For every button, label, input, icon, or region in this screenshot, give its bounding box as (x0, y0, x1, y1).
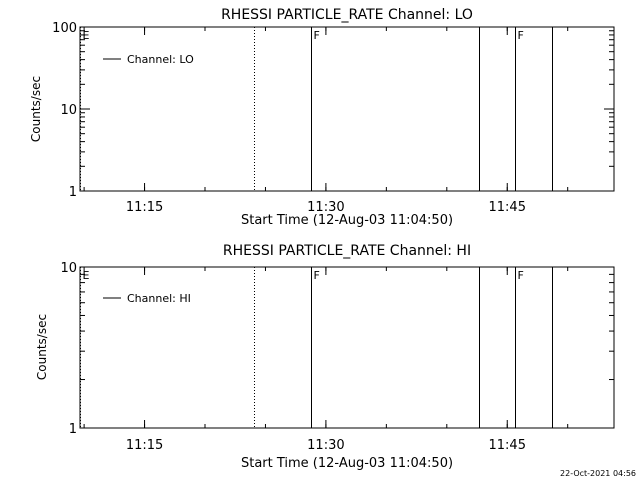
marker-lines-lo: EFFE (80, 27, 553, 191)
chart-title-hi: RHESSI PARTICLE_RATE Channel: HI (223, 243, 471, 259)
marker-lines-hi: EFFE (80, 267, 553, 428)
legend-label-hi: Channel: HI (127, 292, 191, 305)
panel-lo: RHESSI PARTICLE_RATE Channel: LO EFFE 11… (29, 7, 615, 228)
y-axis-label-lo: Counts/sec (29, 76, 43, 142)
x-tick-label: 11:45 (489, 438, 526, 453)
chart-title-lo: RHESSI PARTICLE_RATE Channel: LO (221, 7, 473, 23)
event-marker-label: F (518, 269, 524, 282)
footer-timestamp: 22-Oct-2021 04:56 (560, 469, 636, 478)
y-tick-label: 100 (52, 21, 77, 36)
x-tick-label: 11:45 (489, 200, 526, 215)
x-tick-label: 11:15 (126, 438, 163, 453)
event-marker-label: E (83, 29, 90, 42)
legend-label-lo: Channel: LO (127, 53, 194, 66)
x-tick-label: 11:30 (307, 438, 344, 453)
event-marker-label: F (518, 29, 524, 42)
y-tick-label: 10 (60, 261, 77, 276)
plot-frame-lo (79, 26, 615, 192)
y-tick-label: 1 (69, 422, 77, 437)
event-marker-label: E (83, 269, 90, 282)
y-tick-label: 1 (69, 185, 77, 200)
event-marker-label: F (314, 29, 320, 42)
x-axis-label-lo: Start Time (12-Aug-03 11:04:50) (241, 213, 453, 228)
x-axis-label-hi: Start Time (12-Aug-03 11:04:50) (241, 456, 453, 471)
x-tick-label: 11:15 (126, 200, 163, 215)
panel-hi: RHESSI PARTICLE_RATE Channel: HI EFFE 11… (35, 243, 615, 471)
event-marker-label: F (314, 269, 320, 282)
y-axis-ticks-hi: 1 10 (60, 261, 614, 437)
x-tick-label: 11:30 (307, 200, 344, 215)
y-axis-ticks-lo: 1 10 100 (52, 21, 614, 200)
plot-frame-hi (79, 266, 615, 429)
y-tick-label: 10 (60, 103, 77, 118)
y-axis-label-hi: Counts/sec (35, 314, 49, 380)
